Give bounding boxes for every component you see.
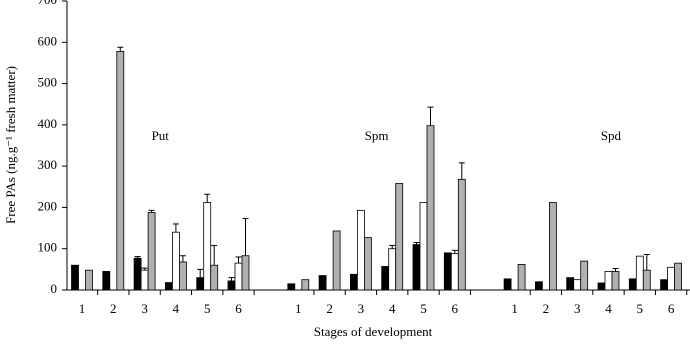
y-tick-label: 600 bbox=[38, 33, 58, 48]
bar bbox=[395, 183, 404, 291]
x-tick-label: 4 bbox=[605, 301, 612, 316]
error-bar bbox=[427, 106, 434, 126]
y-tick-label: 200 bbox=[38, 198, 58, 213]
error-bar bbox=[643, 253, 650, 271]
x-tick-label: 5 bbox=[420, 301, 427, 316]
bar bbox=[535, 281, 543, 291]
bar bbox=[140, 269, 149, 291]
x-axis-label: Stages of development bbox=[314, 324, 433, 339]
error-bar bbox=[134, 256, 141, 259]
x-tick-label: 3 bbox=[141, 301, 148, 316]
x-tick-label: 1 bbox=[511, 301, 518, 316]
error-bar bbox=[389, 244, 396, 249]
y-axis-label: Free PAs (ng.g⁻¹ fresh matter) bbox=[3, 66, 18, 224]
x-tick-label: 6 bbox=[235, 301, 242, 316]
error-bar bbox=[204, 193, 211, 203]
error-bar bbox=[413, 242, 420, 245]
bar bbox=[332, 230, 341, 291]
bar bbox=[234, 262, 243, 291]
bar bbox=[178, 261, 187, 291]
bar bbox=[635, 255, 644, 291]
bar bbox=[203, 202, 212, 291]
bar bbox=[443, 252, 452, 291]
error-bar bbox=[148, 209, 155, 213]
error-bar bbox=[235, 256, 242, 264]
x-tick-label: 3 bbox=[574, 301, 581, 316]
error-bar bbox=[211, 244, 218, 266]
bar bbox=[604, 271, 613, 291]
bar bbox=[241, 255, 250, 291]
error-bar bbox=[172, 223, 179, 233]
bar bbox=[171, 231, 180, 291]
group-label: Spd bbox=[601, 128, 622, 143]
bar bbox=[388, 248, 397, 291]
bar bbox=[628, 278, 637, 291]
bar bbox=[611, 271, 620, 291]
y-tick-label: 100 bbox=[38, 240, 58, 255]
x-tick-label: 6 bbox=[668, 301, 675, 316]
y-tick-label: 500 bbox=[38, 75, 58, 90]
y-tick-label: 300 bbox=[38, 157, 58, 172]
error-bar bbox=[197, 268, 204, 278]
bar bbox=[426, 125, 435, 291]
bar bbox=[674, 262, 682, 291]
y-tick-label: 400 bbox=[38, 116, 58, 131]
bar bbox=[597, 282, 606, 291]
bar bbox=[356, 209, 365, 291]
bar bbox=[549, 202, 557, 291]
error-bar bbox=[117, 46, 124, 52]
bar bbox=[573, 279, 582, 291]
bar bbox=[412, 244, 421, 291]
x-tick-label: 4 bbox=[173, 301, 180, 316]
bar bbox=[642, 269, 651, 291]
bar bbox=[381, 266, 390, 291]
x-tick-label: 5 bbox=[637, 301, 644, 316]
error-bar bbox=[228, 277, 235, 281]
bar bbox=[133, 257, 142, 291]
bar bbox=[457, 178, 466, 291]
bar bbox=[85, 269, 93, 291]
bar bbox=[419, 202, 428, 291]
error-bar bbox=[612, 268, 619, 272]
bar bbox=[301, 279, 310, 291]
bar bbox=[196, 277, 205, 291]
bar bbox=[287, 283, 296, 291]
bar bbox=[71, 264, 79, 291]
error-bar bbox=[179, 255, 186, 262]
bar bbox=[566, 277, 575, 291]
error-bar bbox=[458, 162, 465, 180]
error-bar bbox=[451, 249, 458, 254]
bar bbox=[517, 264, 526, 291]
group-label: Spm bbox=[365, 128, 389, 143]
y-tick-label: 0 bbox=[51, 281, 58, 296]
x-tick-label: 1 bbox=[79, 301, 86, 316]
bar bbox=[102, 271, 111, 291]
error-bar bbox=[242, 218, 249, 256]
bar bbox=[580, 260, 589, 291]
x-tick-label: 2 bbox=[543, 301, 550, 316]
x-tick-label: 5 bbox=[204, 301, 211, 316]
bar bbox=[318, 275, 327, 291]
y-tick-label: 700 bbox=[38, 0, 58, 7]
bar bbox=[147, 211, 156, 291]
bar bbox=[503, 278, 512, 291]
x-tick-label: 3 bbox=[358, 301, 365, 316]
x-tick-label: 2 bbox=[110, 301, 117, 316]
group-label: Put bbox=[152, 128, 170, 143]
bar bbox=[164, 282, 173, 291]
x-tick-label: 6 bbox=[452, 301, 459, 316]
bar bbox=[363, 237, 372, 291]
bar bbox=[349, 273, 358, 291]
error-bar bbox=[141, 267, 148, 271]
bar bbox=[227, 280, 236, 291]
bar bbox=[210, 264, 219, 291]
bar bbox=[116, 50, 125, 291]
bar bbox=[660, 279, 668, 291]
x-tick-label: 2 bbox=[326, 301, 333, 316]
x-tick-label: 4 bbox=[389, 301, 396, 316]
bar bbox=[450, 253, 459, 291]
x-tick-label: 1 bbox=[295, 301, 302, 316]
bar bbox=[667, 266, 675, 291]
